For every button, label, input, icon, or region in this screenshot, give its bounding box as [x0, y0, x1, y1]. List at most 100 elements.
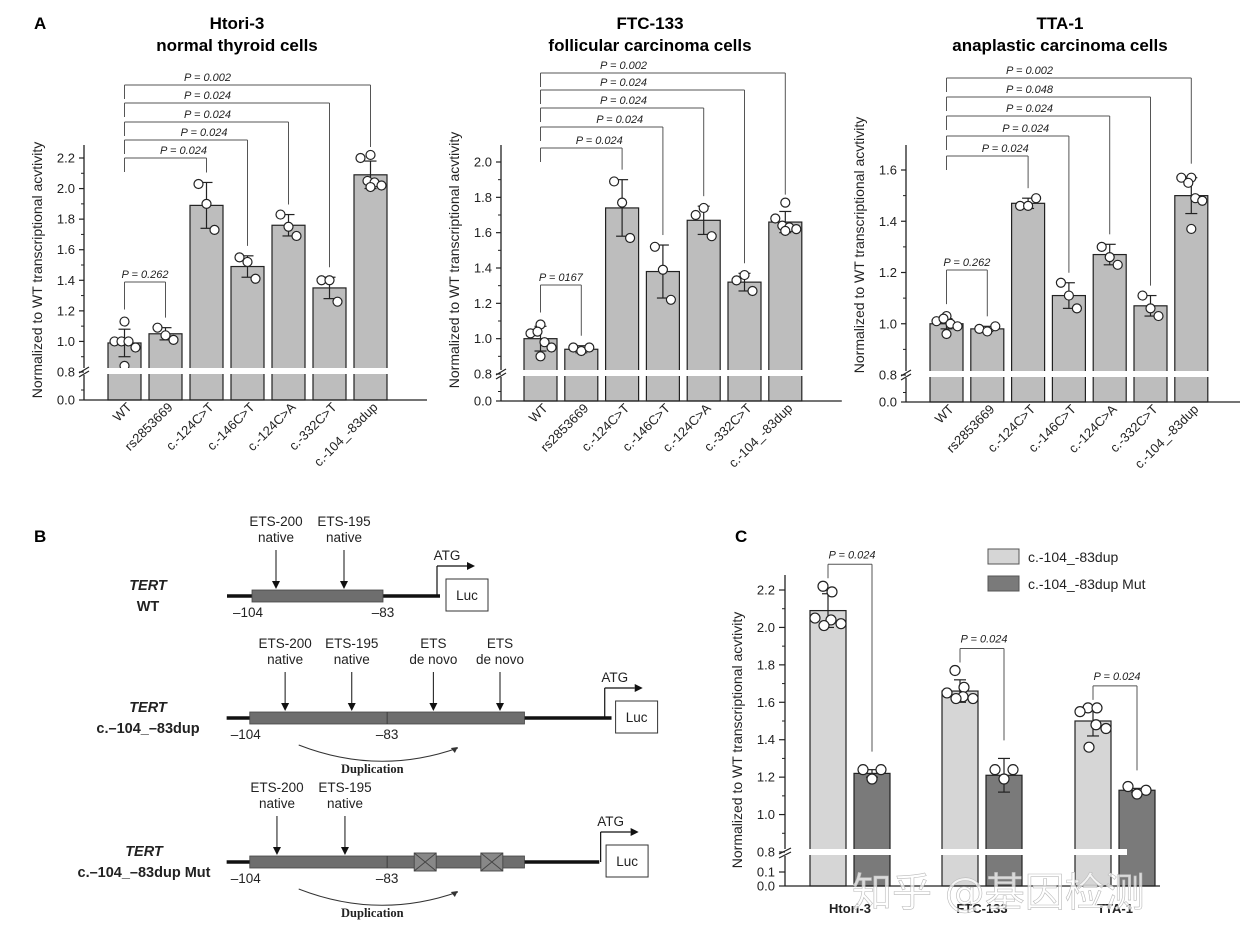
ets-site-type: native	[259, 796, 295, 811]
data-point	[809, 612, 821, 624]
arrow-down-icon	[340, 581, 348, 589]
bar	[353, 174, 388, 401]
data-point	[283, 221, 294, 232]
data-point	[998, 773, 1010, 785]
data-point	[941, 328, 952, 340]
ets-site-type: native	[327, 796, 363, 811]
y-tick-label: 1.4	[57, 273, 75, 288]
data-point	[168, 334, 179, 345]
reporter-label: Luc	[456, 588, 478, 603]
promoter-region	[251, 589, 384, 603]
chart-ftc-133: FTC-133 follicular carcinoma cells Norma…	[446, 14, 844, 470]
legend: c.-104_-83dup c.-104_-83dup Mut	[987, 548, 1146, 592]
arrow-down-icon	[272, 581, 280, 589]
x-category-label: WT	[932, 401, 957, 426]
bar	[727, 281, 762, 402]
significance-bracket: P = 0167	[539, 272, 584, 336]
axis-break-mark	[778, 851, 792, 859]
data-point	[857, 764, 869, 776]
data-point	[160, 330, 171, 341]
position-label: –104	[231, 871, 262, 886]
position-label: –83	[376, 871, 399, 886]
data-point	[624, 232, 636, 244]
data-point	[608, 176, 620, 187]
chart-htori-3: Htori-3 normal thyroid cells Normalized …	[29, 14, 429, 469]
ets-site-name: ETS	[487, 636, 513, 651]
significance-bracket: P = 0.024	[946, 143, 1029, 189]
y-tick-label: 0.0	[757, 879, 775, 894]
data-point	[234, 252, 245, 263]
data-point	[1030, 193, 1042, 204]
panel-letter-c: C	[735, 527, 747, 546]
data-point	[242, 256, 253, 268]
x-category-label: WT	[526, 400, 551, 425]
significance-bracket: P = 0.262	[943, 257, 990, 317]
axis-break-mark	[900, 373, 912, 381]
y-tick-label: 1.6	[879, 163, 897, 178]
chart-subtitle: normal thyroid cells	[156, 36, 318, 55]
position-label: –83	[372, 605, 395, 620]
ets-site-name: ETS-195	[318, 780, 371, 795]
data-point	[535, 351, 546, 362]
bar	[809, 609, 847, 887]
significance-bracket: P = 0.024	[1092, 671, 1141, 771]
significance-bracket: P = 0.048	[946, 84, 1151, 286]
bar	[1010, 202, 1046, 403]
arrow-right-icon	[630, 828, 639, 836]
bar-group	[1118, 780, 1156, 887]
p-value-label: P = 0.024	[181, 127, 228, 139]
arrowhead-icon	[450, 747, 458, 753]
significance-bracket: P = 0.024	[124, 145, 207, 173]
p-value-label: P = 0.024	[1006, 103, 1053, 115]
y-tick-label: 1.4	[879, 214, 897, 229]
data-point	[938, 313, 949, 324]
construct-name: WT	[137, 599, 160, 615]
data-point	[584, 342, 595, 353]
p-value-label: P = 0.024	[829, 549, 876, 561]
y-tick-label: 1.6	[474, 225, 492, 240]
x-category-label: WT	[110, 399, 135, 424]
p-value-label: P = 0.024	[160, 145, 207, 157]
p-value-label: P = 0.024	[1002, 123, 1049, 135]
data-point	[275, 209, 286, 220]
p-value-label: P = 0.024	[596, 114, 643, 126]
data-point	[770, 213, 781, 224]
axis-break-mark	[778, 847, 792, 855]
bar	[312, 287, 347, 401]
chart-subtitle: anaplastic carcinoma cells	[952, 36, 1167, 55]
legend-label-dup: c.-104_-83dup	[1028, 549, 1119, 565]
p-value-label: P = 0.024	[600, 95, 647, 107]
bar-group	[312, 275, 347, 401]
p-value-label: P = 0.262	[122, 269, 169, 281]
data-point	[1131, 788, 1143, 800]
data-point	[1091, 702, 1103, 714]
data-point	[1055, 277, 1067, 288]
ets-site-name: ETS-195	[317, 514, 370, 529]
data-point	[665, 294, 677, 305]
arrow-down-icon	[429, 703, 438, 711]
arrow-right-icon	[467, 562, 475, 570]
bar-group	[523, 319, 558, 402]
bar	[1133, 305, 1168, 403]
data-point	[365, 149, 376, 161]
bar-group	[1051, 277, 1087, 403]
y-tick-label: 2.2	[757, 583, 775, 598]
axis-break-band	[503, 370, 844, 376]
bar	[1092, 253, 1127, 403]
mutated-site	[480, 852, 504, 872]
axis-break-band	[787, 849, 1127, 855]
bar-group	[1092, 241, 1127, 403]
position-label: –104	[233, 605, 264, 620]
data-point	[209, 224, 220, 235]
y-axis-label: Normalized to WT transcriptional acvtivi…	[29, 142, 45, 398]
bar-group	[1174, 172, 1209, 403]
y-tick-label: 1.6	[57, 242, 75, 257]
data-point	[1145, 303, 1156, 314]
bar	[853, 772, 891, 887]
data-point	[365, 181, 376, 193]
data-point	[706, 231, 717, 242]
data-point	[875, 764, 887, 776]
